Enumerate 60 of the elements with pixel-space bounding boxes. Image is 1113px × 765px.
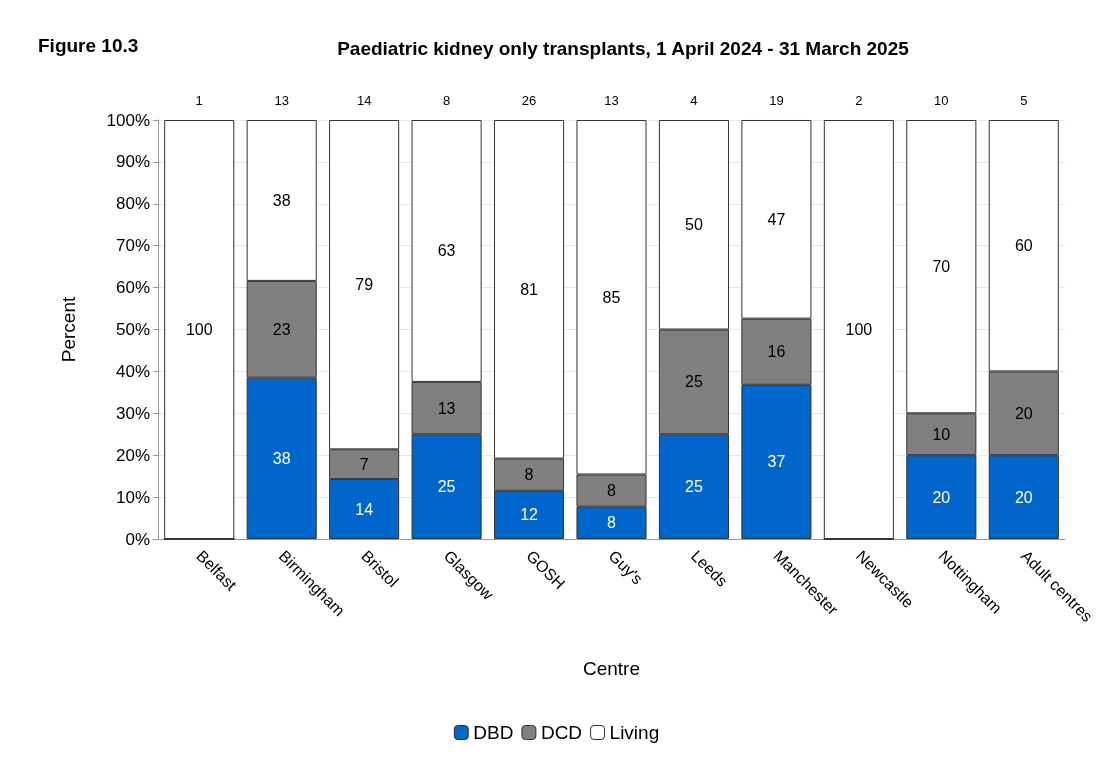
- data-label: 25: [685, 373, 703, 391]
- data-label: 25: [685, 478, 703, 496]
- y-tick-label: 50%: [115, 320, 150, 339]
- annotation: 10: [934, 92, 949, 108]
- legend-label: DBD: [473, 722, 514, 743]
- annotation: 19: [769, 92, 784, 108]
- annotation: 4: [690, 92, 698, 108]
- data-label: 7: [359, 455, 369, 473]
- data-label: 13: [437, 399, 456, 417]
- x-axis-title: Centre: [582, 658, 641, 679]
- data-label: 37: [767, 453, 786, 471]
- annotation: 2: [855, 92, 863, 108]
- data-label: 100: [185, 321, 213, 338]
- legend-label: Living: [609, 722, 660, 743]
- y-tick-label: 80%: [115, 194, 150, 214]
- data-label: 20: [1014, 488, 1033, 506]
- data-label: 60: [1014, 237, 1033, 255]
- annotation: 14: [356, 92, 372, 108]
- legend-label: DCD: [540, 722, 583, 743]
- y-tick-label: 60%: [115, 278, 150, 298]
- chart-title: Paediatric kidney only transplants, 1 April 2024 - 31 March 2025: [337, 38, 910, 59]
- data-label: 8: [524, 466, 534, 484]
- data-label: 50: [685, 216, 703, 234]
- data-label: 25: [437, 478, 456, 496]
- y-tick-label: 10%: [115, 487, 150, 507]
- y-axis-title: Percent: [58, 296, 79, 363]
- data-label: 79: [355, 276, 374, 294]
- data-label: 23: [272, 320, 291, 338]
- annotation: 13: [274, 92, 289, 108]
- caption: Figure 10.3: [38, 35, 139, 56]
- data-label: 38: [272, 191, 291, 209]
- bar: [823, 120, 894, 539]
- data-label: 10: [932, 425, 951, 443]
- data-label: 100: [845, 321, 873, 338]
- y-tick-label: 70%: [115, 236, 150, 256]
- y-tick-label: 30%: [115, 403, 150, 423]
- annotation: 13: [604, 92, 619, 108]
- data-label: 70: [932, 258, 951, 276]
- data-label: 16: [767, 343, 786, 361]
- annotation: 26: [521, 92, 537, 108]
- data-label: 20: [1014, 404, 1033, 422]
- y-tick-label: 40%: [115, 361, 150, 381]
- data-label: 85: [602, 288, 621, 306]
- y-tick-label: 20%: [115, 445, 150, 465]
- data-label: 47: [767, 210, 786, 228]
- data-label: 81: [520, 280, 539, 298]
- annotation: 5: [1020, 92, 1028, 108]
- y-tick-label: 100%: [106, 110, 150, 130]
- data-label: 14: [355, 500, 374, 518]
- annotation: 8: [442, 92, 451, 108]
- y-tick-label: 90%: [115, 152, 150, 172]
- data-label: 63: [437, 242, 456, 260]
- data-label: 8: [607, 514, 617, 532]
- data-label: 8: [607, 482, 617, 500]
- bar: [164, 120, 235, 539]
- data-label: 38: [272, 449, 291, 467]
- data-label: 20: [932, 488, 951, 506]
- data-label: 12: [520, 506, 539, 524]
- y-tick-label: 0%: [125, 529, 150, 549]
- annotation: 1: [195, 92, 203, 108]
